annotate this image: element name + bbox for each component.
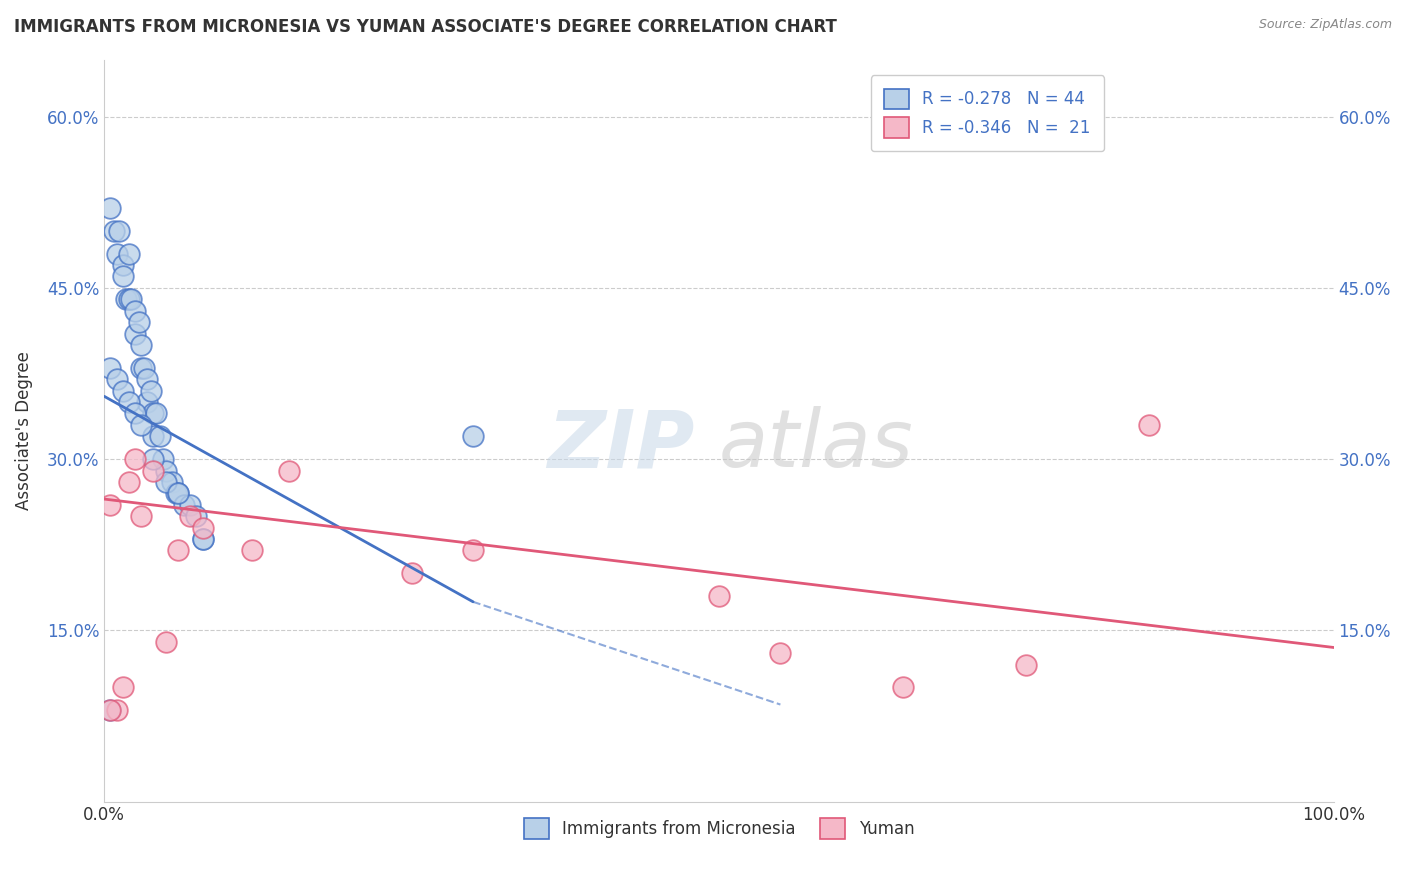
Point: [891, 681, 914, 695]
Point: [129, 417, 152, 432]
Point: [179, 498, 201, 512]
Point: [240, 543, 263, 558]
Point: [461, 429, 484, 443]
Point: [132, 360, 155, 375]
Point: [111, 269, 134, 284]
Text: Source: ZipAtlas.com: Source: ZipAtlas.com: [1258, 18, 1392, 31]
Point: [142, 429, 165, 443]
Point: [100, 703, 122, 717]
Point: [155, 475, 177, 489]
Point: [1137, 417, 1160, 432]
Point: [129, 338, 152, 352]
Point: [139, 384, 162, 398]
Point: [1015, 657, 1038, 672]
Point: [118, 246, 141, 260]
Point: [118, 293, 141, 307]
Text: IMMIGRANTS FROM MICRONESIA VS YUMAN ASSOCIATE'S DEGREE CORRELATION CHART: IMMIGRANTS FROM MICRONESIA VS YUMAN ASSO…: [14, 18, 837, 36]
Point: [707, 589, 730, 603]
Point: [136, 372, 159, 386]
Point: [148, 429, 170, 443]
Y-axis label: Associate's Degree: Associate's Degree: [15, 351, 32, 510]
Point: [769, 646, 792, 660]
Point: [145, 407, 167, 421]
Point: [105, 703, 128, 717]
Point: [108, 224, 131, 238]
Point: [142, 407, 165, 421]
Point: [160, 475, 183, 489]
Point: [167, 486, 190, 500]
Point: [115, 293, 138, 307]
Point: [124, 452, 146, 467]
Point: [128, 315, 150, 329]
Text: atlas: atlas: [718, 407, 914, 484]
Point: [401, 566, 423, 581]
Point: [100, 201, 122, 215]
Point: [118, 395, 141, 409]
Point: [277, 464, 299, 478]
Point: [111, 258, 134, 272]
Point: [191, 532, 214, 546]
Point: [155, 464, 177, 478]
Point: [152, 452, 174, 467]
Point: [179, 509, 201, 524]
Point: [100, 360, 122, 375]
Point: [191, 520, 214, 534]
Point: [142, 452, 165, 467]
Point: [129, 509, 152, 524]
Point: [186, 509, 208, 524]
Point: [167, 543, 190, 558]
Point: [100, 703, 122, 717]
Point: [118, 475, 141, 489]
Text: ZIP: ZIP: [547, 407, 695, 484]
Point: [155, 634, 177, 648]
Point: [136, 395, 159, 409]
Point: [461, 543, 484, 558]
Point: [100, 498, 122, 512]
Point: [105, 372, 128, 386]
Point: [120, 293, 142, 307]
Point: [165, 486, 187, 500]
Point: [105, 246, 128, 260]
Point: [167, 486, 190, 500]
Point: [129, 360, 152, 375]
Point: [103, 224, 125, 238]
Point: [124, 303, 146, 318]
Point: [124, 407, 146, 421]
Point: [191, 532, 214, 546]
Point: [111, 384, 134, 398]
Point: [142, 464, 165, 478]
Point: [111, 681, 134, 695]
Point: [173, 498, 195, 512]
Legend: Immigrants from Micronesia, Yuman: Immigrants from Micronesia, Yuman: [517, 812, 921, 846]
Point: [124, 326, 146, 341]
